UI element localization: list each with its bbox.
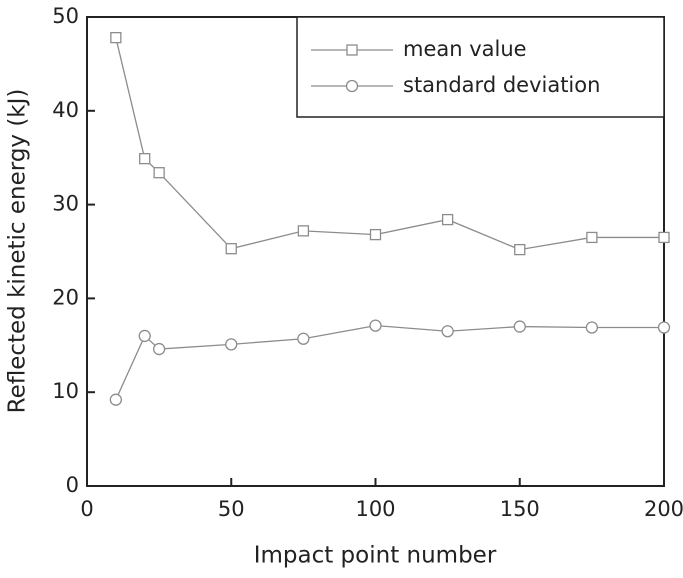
y-tick-label: 40 <box>52 98 79 122</box>
y-tick-label: 0 <box>66 473 79 497</box>
series-line <box>115 324 664 400</box>
y-tick-label: 10 <box>52 379 79 403</box>
data-point <box>297 225 310 237</box>
data-point <box>586 231 598 244</box>
data-point <box>110 31 122 44</box>
y-axis-label: Reflected kinetic energy (kJ) <box>5 89 31 414</box>
y-tick-label: 20 <box>52 285 79 309</box>
data-point <box>441 213 454 226</box>
data-point <box>139 152 151 165</box>
y-tick-label: 30 <box>52 192 79 216</box>
x-tick-label: 200 <box>644 497 683 521</box>
legend-marker <box>346 44 358 56</box>
data-point <box>225 338 238 351</box>
data-point <box>109 393 122 406</box>
data-point <box>658 231 670 244</box>
x-axis-label: Impact point number <box>254 543 497 569</box>
data-point <box>369 228 382 241</box>
data-point <box>138 329 151 343</box>
data-point <box>441 325 454 338</box>
data-point <box>657 321 671 334</box>
x-tick-label: 150 <box>500 497 540 521</box>
data-point <box>514 243 526 256</box>
y-tick-label: 50 <box>52 4 79 28</box>
data-point <box>585 321 599 334</box>
legend-marker <box>345 79 359 93</box>
legend-label: standard deviation <box>403 73 600 97</box>
legend-box <box>296 16 665 118</box>
data-point <box>152 342 166 356</box>
data-point <box>297 332 310 345</box>
legend-label: mean value <box>403 37 527 61</box>
x-tick-label: 50 <box>218 497 245 521</box>
data-point <box>153 167 165 179</box>
data-point <box>513 320 526 333</box>
x-tick-label: 0 <box>80 497 93 521</box>
x-tick-label: 100 <box>355 497 395 521</box>
series-line <box>115 37 664 251</box>
data-point <box>225 243 237 255</box>
data-point <box>369 319 382 332</box>
